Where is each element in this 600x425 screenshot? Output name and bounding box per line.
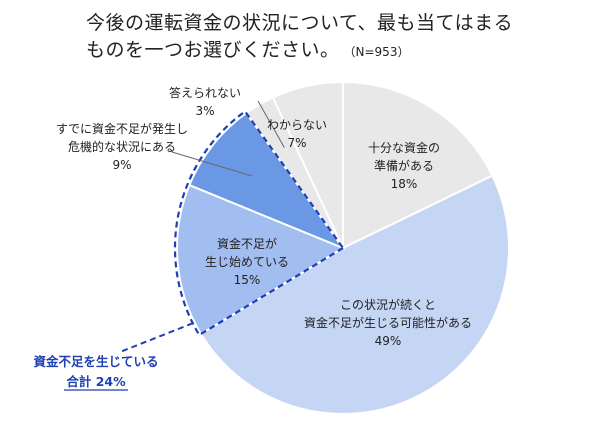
callout-line-2: 合計 24%	[66, 374, 126, 389]
slice-may-shortage	[199, 174, 511, 415]
sample-size: （N=953）	[349, 45, 410, 59]
callout-line-1: 資金不足を生じている	[33, 354, 158, 369]
slice-label-already-shortage: 危機的な状況にある	[68, 139, 176, 154]
leader-line-cannot-answer	[257, 100, 285, 148]
value-label-may-shortage: 49%	[375, 334, 402, 348]
shortage-highlight-outline	[173, 109, 345, 337]
value-label-enough-funds: 18%	[391, 177, 418, 191]
value-label-dont-know: 7%	[287, 136, 306, 150]
title-line-2: ものを一つお選びください。 （N=953）	[86, 37, 596, 66]
slice-label-starting-shortage: 資金不足が	[217, 236, 277, 251]
value-label-cannot-answer: 3%	[195, 104, 214, 118]
leader-lines	[171, 100, 285, 177]
slice-label-cannot-answer: 答えられない	[169, 85, 241, 100]
value-label-already-shortage: 9%	[112, 158, 131, 172]
highlight-group	[119, 109, 345, 353]
slice-label-dont-know: わからない	[267, 118, 327, 132]
slice-label-starting-shortage: 生じ始めている	[205, 255, 289, 269]
slice-label-enough-funds: 十分な資金の	[368, 140, 440, 155]
slice-label-enough-funds: 準備がある	[374, 158, 434, 173]
slice-label-may-shortage: 資金不足が生じる可能性がある	[304, 315, 472, 330]
chart-title: 今後の運転資金の状況について、最も当てはまる ものを一つお選びください。 （N=9…	[86, 10, 596, 66]
slice-starting-shortage	[176, 183, 346, 336]
title-line-2-text: ものを一つお選びください。	[86, 39, 340, 61]
leader-line-already-shortage	[171, 151, 252, 177]
pie-slices	[176, 80, 511, 415]
slice-label-already-shortage: すでに資金不足が発生し	[56, 121, 188, 136]
callout: 資金不足を生じている 合計 24%	[33, 354, 159, 391]
slice-already-shortage	[188, 111, 346, 251]
slice-dont-know	[271, 80, 344, 249]
callout-pointer	[119, 322, 194, 353]
slice-enough-funds	[342, 80, 494, 250]
title-line-1: 今後の運転資金の状況について、最も当てはまる	[86, 12, 514, 34]
value-label-starting-shortage: 15%	[234, 273, 261, 287]
slice-label-may-shortage: この状況が続くと	[340, 297, 436, 312]
